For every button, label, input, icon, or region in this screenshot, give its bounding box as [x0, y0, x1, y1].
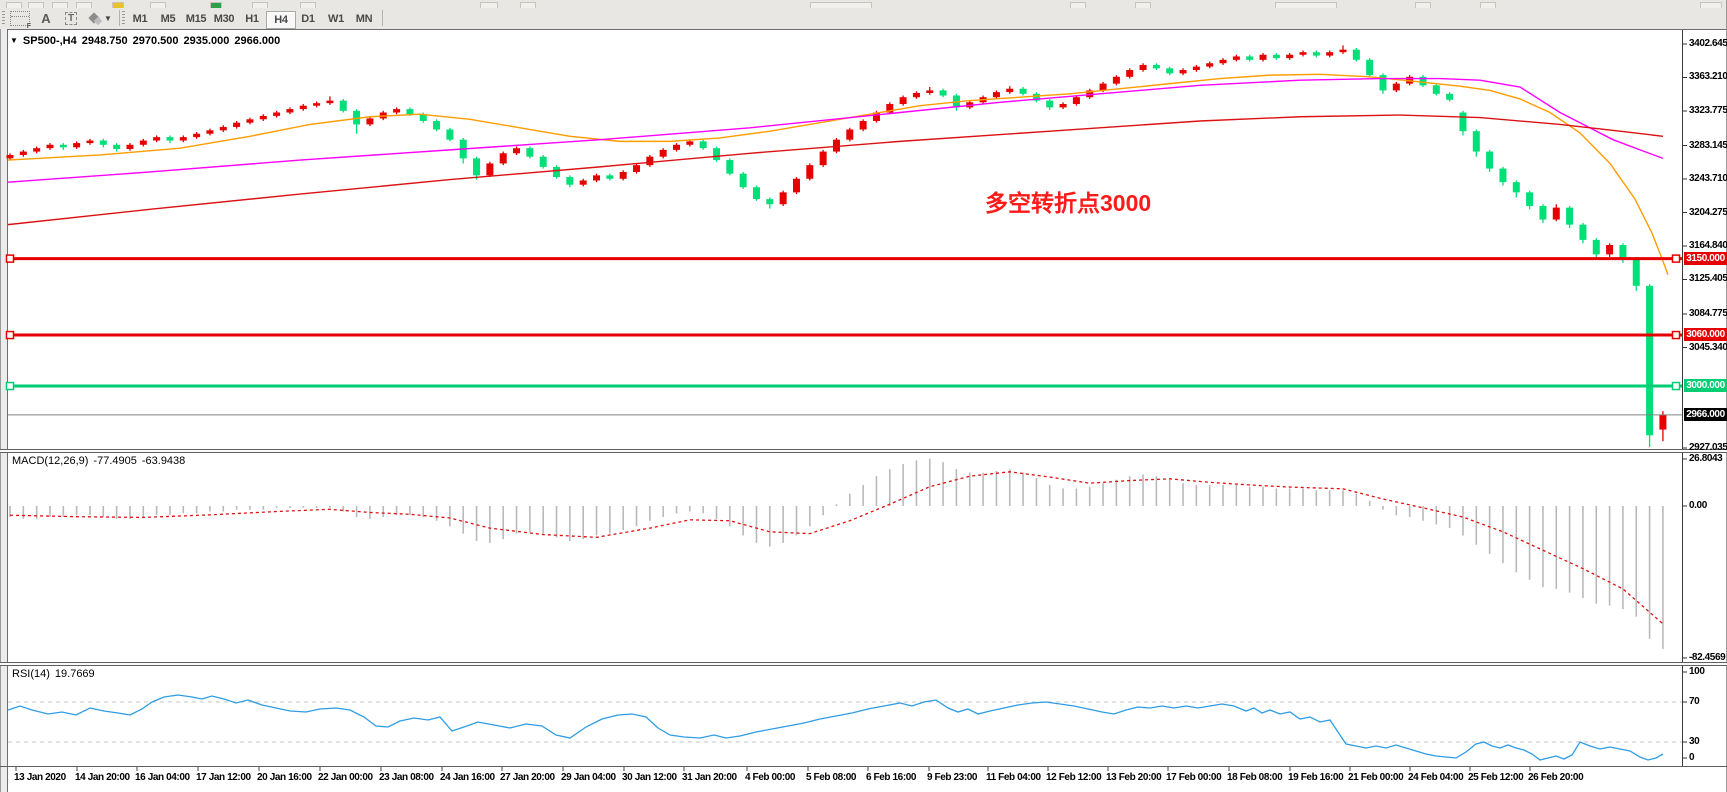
macd-main-value: -77.4905 [93, 455, 137, 467]
timeframe-button-m1[interactable]: M1 [132, 13, 148, 25]
panel-splitter-macd[interactable] [0, 449, 1727, 453]
macd-plot[interactable] [9, 458, 1664, 649]
timeframe-button-m15[interactable]: M15 [185, 13, 207, 25]
date-label: 30 Jan 12:00 [622, 772, 677, 783]
symbol-timeframe-label: SP500-,H4 [22, 35, 77, 47]
rsi-tick: 0 [1689, 752, 1695, 763]
date-label: 21 Feb 00:00 [1348, 772, 1404, 783]
date-axis-border [0, 766, 1727, 767]
rsi-value: 19.7669 [54, 668, 95, 680]
macd-tick: -82.4569 [1689, 651, 1726, 663]
date-label: 29 Jan 04:00 [561, 772, 616, 783]
date-label: 5 Feb 08:00 [806, 772, 857, 783]
timeframe-button-m5[interactable]: M5 [160, 13, 176, 25]
date-label: 22 Jan 00:00 [318, 772, 373, 783]
macd-signal-value: -63.9438 [141, 455, 186, 467]
rsi-label: RSI(14) 19.7669 [12, 668, 95, 680]
date-label: 20 Jan 16:00 [257, 772, 312, 783]
shapes-icon[interactable]: ▼ [86, 9, 116, 27]
price-tick: 3125.405 [1689, 273, 1727, 285]
price-tick: 2927.035 [1689, 441, 1727, 453]
date-label: 13 Jan 2020 [14, 772, 66, 783]
macd-name: MACD(12,26,9) [12, 455, 89, 467]
hline-price-label: 3150.000 [1684, 251, 1727, 265]
date-label: 17 Jan 12:00 [196, 772, 251, 783]
main-chart-plot[interactable] [5, 45, 1683, 448]
price-tick: 3084.775 [1689, 308, 1727, 319]
date-label: 24 Feb 04:00 [1408, 772, 1464, 783]
fibonacci-grid-glyph [10, 10, 31, 30]
timeframe-button-mn[interactable]: MN [355, 13, 373, 25]
ohlc-low: 2935.000 [183, 35, 230, 47]
macd-tick: 0.00 [1689, 500, 1707, 511]
toolbar-separator-2 [382, 10, 383, 26]
price-tick: 3402.645 [1689, 38, 1727, 49]
timeframe-button-h1[interactable]: H1 [245, 13, 259, 25]
date-label: 14 Jan 20:00 [75, 772, 130, 783]
macd-tick: 26.8043 [1689, 452, 1723, 464]
date-label: 23 Jan 08:00 [379, 772, 434, 783]
ohlc-open: 2948.750 [81, 35, 128, 47]
ohlc-high: 2970.500 [132, 35, 179, 47]
price-tick: 3164.840 [1689, 239, 1727, 251]
date-label: 12 Feb 12:00 [1046, 772, 1102, 783]
text-box-glyph: T [64, 11, 78, 25]
price-tick: 3363.210 [1689, 71, 1727, 83]
window-left-border [0, 29, 8, 792]
rsi-plot[interactable] [7, 694, 1682, 761]
price-tick: 3323.775 [1689, 104, 1727, 116]
axis-border [1682, 30, 1683, 767]
date-label: 6 Feb 16:00 [866, 772, 917, 783]
chevron-down-icon[interactable]: ▼ [104, 13, 112, 23]
rsi-tick: 70 [1689, 696, 1700, 707]
price-tick: 3204.275 [1689, 206, 1727, 218]
toolbar-grip[interactable] [2, 11, 5, 26]
date-label: 26 Feb 20:00 [1528, 772, 1584, 783]
rsi-tick: 100 [1689, 666, 1705, 677]
hline-price-label: 3000.000 [1684, 379, 1727, 393]
date-label: 31 Jan 20:00 [682, 772, 737, 783]
date-label: 11 Feb 04:00 [986, 772, 1041, 783]
text-label-glyph: A [41, 10, 51, 26]
toolbar-grip-2[interactable] [122, 11, 125, 26]
chart-annotation-text[interactable]: 多空转折点3000 [985, 190, 1152, 216]
fibonacci-grid-icon[interactable] [8, 9, 32, 30]
axis-ticks [15, 43, 1687, 771]
timeframe-button-w1[interactable]: W1 [328, 13, 344, 25]
collapse-arrow-icon[interactable]: ▼ [10, 36, 18, 45]
date-label: 4 Feb 00:00 [745, 772, 796, 783]
date-label: 9 Feb 23:00 [927, 772, 978, 783]
chart-header: ▼ SP500-,H4 2948.750 2970.500 2935.000 2966.0… [10, 35, 280, 47]
text-box-icon[interactable]: T [60, 9, 82, 27]
toolbar-separator [119, 10, 120, 26]
price-tick: 3045.340 [1689, 341, 1727, 353]
date-label: 25 Feb 12:00 [1468, 772, 1524, 783]
date-label: 13 Feb 20:00 [1106, 772, 1162, 783]
timeframe-button-d1[interactable]: D1 [301, 13, 315, 25]
ohlc-close: 2966.000 [234, 35, 281, 47]
panel-splitter-rsi[interactable] [0, 662, 1727, 666]
text-label-icon[interactable]: A [36, 9, 56, 27]
date-label: 19 Feb 16:00 [1288, 772, 1344, 783]
date-label: 17 Feb 00:00 [1166, 772, 1222, 783]
price-tick: 3243.710 [1689, 173, 1727, 184]
current-price-label: 2966.000 [1684, 407, 1727, 421]
macd-label: MACD(12,26,9) -77.4905 -63.9438 [12, 455, 185, 467]
rsi-name: RSI(14) [12, 668, 50, 680]
hline-price-label: 3060.000 [1684, 328, 1727, 342]
timeframe-button-m30[interactable]: M30 [213, 13, 235, 25]
timeframe-button-h4[interactable]: H4 [266, 11, 296, 29]
date-label: 16 Jan 04:00 [135, 772, 190, 783]
price-tick: 3283.145 [1689, 139, 1727, 151]
chart-top-border [0, 29, 1727, 30]
date-label: 27 Jan 20:00 [500, 772, 555, 783]
date-label: 18 Feb 08:00 [1227, 772, 1283, 783]
rsi-tick: 30 [1689, 736, 1700, 747]
date-label: 24 Jan 16:00 [440, 772, 495, 783]
